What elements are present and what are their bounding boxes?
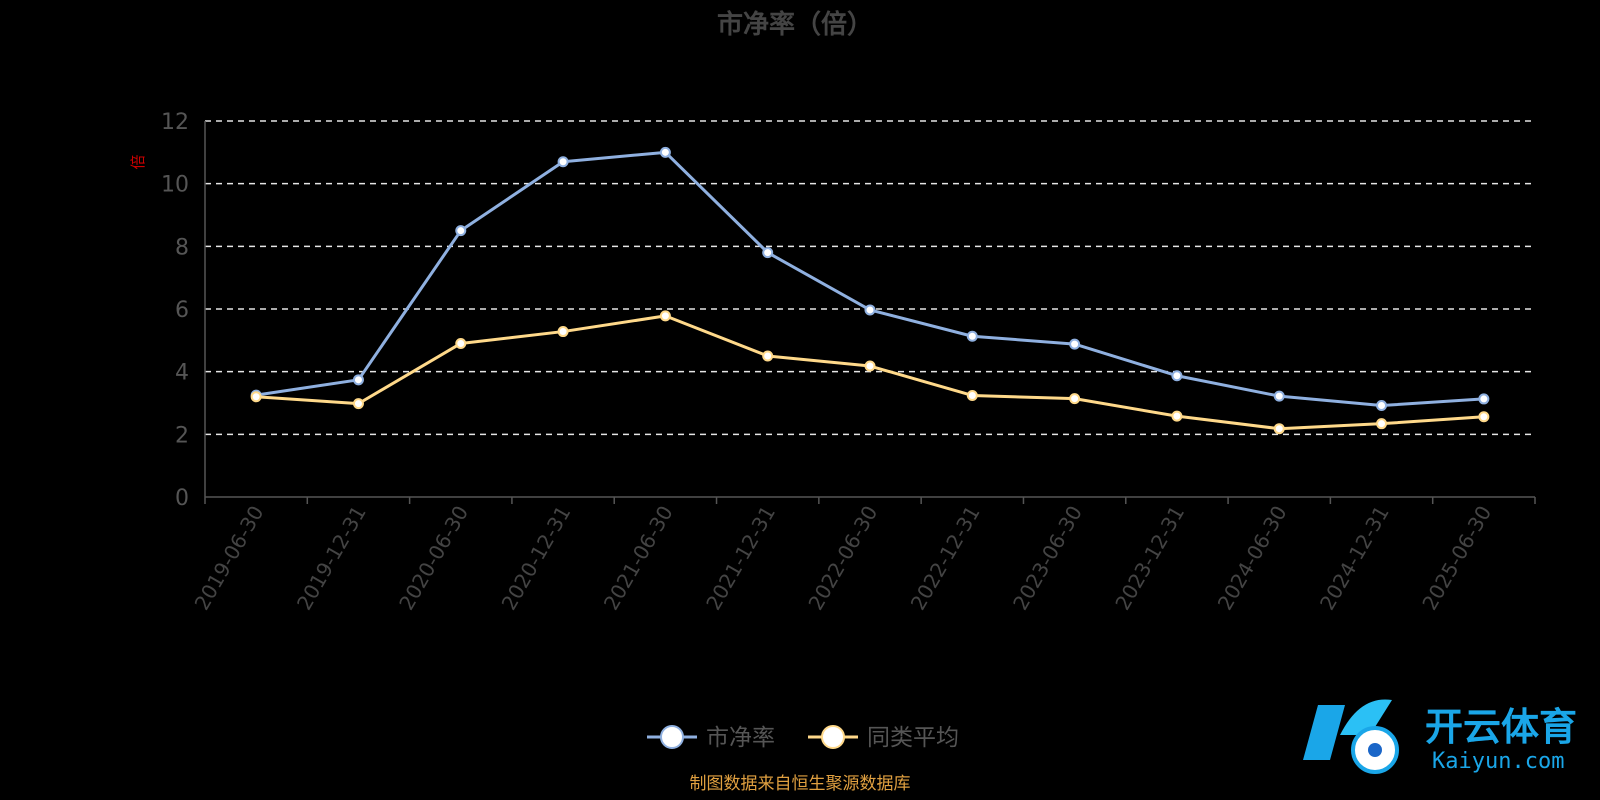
x-tick-label: 2024-06-30 xyxy=(1213,502,1292,615)
data-point[interactable] xyxy=(966,330,978,342)
x-tick-label: 2024-12-31 xyxy=(1315,502,1394,615)
x-tick-label: 2021-12-31 xyxy=(701,502,780,615)
data-point[interactable] xyxy=(455,225,467,237)
x-tick-label: 2022-06-30 xyxy=(803,502,882,615)
y-tick-label: 8 xyxy=(175,235,189,260)
legend-label: 市净率 xyxy=(706,725,775,751)
y-tick-label: 0 xyxy=(175,486,189,511)
data-point[interactable] xyxy=(1478,411,1490,423)
y-tick-label: 4 xyxy=(175,361,189,386)
data-point[interactable] xyxy=(1273,390,1285,402)
watermark-logo: 开云体育 Kaiyun.com xyxy=(1303,699,1577,774)
y-axis-ticks: 0 2 4 6 8 10 12 xyxy=(161,110,189,511)
data-point[interactable] xyxy=(762,247,774,259)
data-point[interactable] xyxy=(455,337,467,349)
grid-lines xyxy=(205,120,1535,436)
data-point[interactable] xyxy=(1069,338,1081,350)
y-tick-label: 12 xyxy=(161,110,189,135)
data-point[interactable] xyxy=(864,304,876,316)
data-source-footer: 制图数据来自恒生聚源数据库 xyxy=(690,774,911,794)
x-axis-ticks: 2019-06-30 2019-12-31 2020-06-30 2020-12-31… xyxy=(190,501,1497,614)
data-point[interactable] xyxy=(1069,393,1081,405)
legend[interactable]: 市净率 同类平均 xyxy=(647,725,959,751)
x-tick-label: 2020-06-30 xyxy=(394,502,473,615)
axes xyxy=(204,121,1536,504)
data-point[interactable] xyxy=(1376,400,1388,412)
series-1 xyxy=(250,310,1490,435)
data-point[interactable] xyxy=(966,389,978,401)
x-tick-label: 2023-06-30 xyxy=(1008,502,1087,615)
data-point[interactable] xyxy=(1478,393,1490,405)
data-point[interactable] xyxy=(352,374,364,386)
legend-item-1[interactable]: 同类平均 xyxy=(808,725,959,751)
data-point[interactable] xyxy=(1171,370,1183,382)
data-point[interactable] xyxy=(1171,410,1183,422)
data-point[interactable] xyxy=(352,398,364,410)
y-tick-label: 10 xyxy=(161,173,189,198)
data-point[interactable] xyxy=(762,350,774,362)
x-tick-label: 2022-12-31 xyxy=(906,501,985,614)
data-point[interactable] xyxy=(1376,418,1388,430)
data-point[interactable] xyxy=(250,391,262,403)
data-point[interactable] xyxy=(557,326,569,338)
y-tick-label: 2 xyxy=(175,423,189,448)
x-tick-label: 2023-12-31 xyxy=(1110,502,1189,615)
logo-k-icon xyxy=(1303,705,1345,760)
legend-marker xyxy=(660,725,684,749)
data-point[interactable] xyxy=(864,360,876,372)
x-tick-label: 2021-06-30 xyxy=(599,502,678,615)
y-tick-label: 6 xyxy=(175,298,189,323)
legend-marker xyxy=(821,725,845,749)
x-tick-label: 2020-12-31 xyxy=(497,502,576,615)
x-tick-label: 2019-12-31 xyxy=(292,502,371,615)
data-point[interactable] xyxy=(1273,423,1285,435)
data-point[interactable] xyxy=(659,146,671,158)
x-tick-label: 2025-06-30 xyxy=(1417,502,1496,615)
chart-title: 市净率（倍） xyxy=(717,9,873,40)
y-axis-unit: 倍 xyxy=(129,154,147,169)
watermark-en: Kaiyun.com xyxy=(1432,749,1564,774)
series-lines xyxy=(250,146,1490,435)
data-point[interactable] xyxy=(659,310,671,322)
legend-label: 同类平均 xyxy=(867,725,959,751)
legend-item-0[interactable]: 市净率 xyxy=(647,725,775,751)
x-tick-label: 2019-06-30 xyxy=(190,502,269,615)
watermark-cn: 开云体育 xyxy=(1425,705,1577,749)
data-point[interactable] xyxy=(557,156,569,168)
